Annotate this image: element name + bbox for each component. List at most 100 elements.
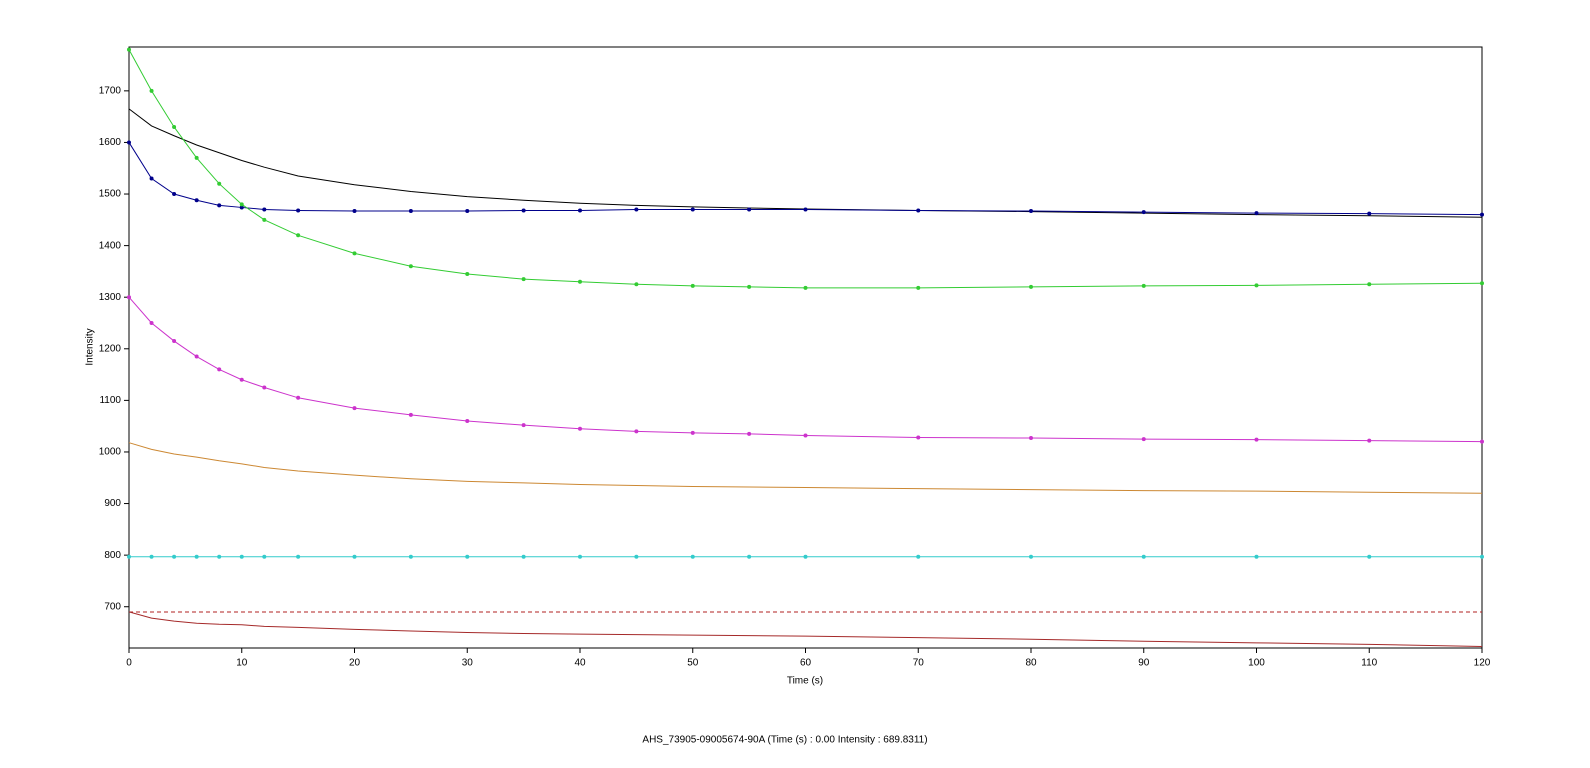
data-point: [194, 198, 199, 203]
data-point: [1254, 211, 1259, 216]
data-point: [217, 367, 222, 372]
data-point: [803, 554, 808, 559]
data-point: [1141, 554, 1146, 559]
data-point: [747, 554, 752, 559]
y-tick-label: 900: [104, 498, 121, 509]
data-point: [217, 181, 222, 186]
data-point: [262, 554, 267, 559]
data-point: [194, 354, 199, 359]
data-point: [149, 88, 154, 93]
data-point: [262, 207, 267, 212]
data-point: [149, 176, 154, 181]
data-point: [1367, 211, 1372, 216]
x-tick-label: 30: [462, 658, 474, 669]
x-tick-label: 80: [1025, 658, 1037, 669]
data-point: [634, 429, 639, 434]
x-tick-label: 70: [913, 658, 925, 669]
data-point: [521, 423, 526, 428]
data-point: [690, 283, 695, 288]
data-point: [1480, 554, 1484, 559]
data-point: [690, 430, 695, 435]
data-point: [1254, 283, 1259, 288]
series-line: [128, 142, 1483, 216]
data-point: [916, 435, 921, 440]
y-tick-label: 1500: [99, 189, 122, 200]
data-point: [1029, 554, 1033, 559]
data-point: [1367, 282, 1372, 287]
data-point: [194, 155, 199, 160]
y-tick-label: 1400: [99, 240, 122, 251]
data-point: [194, 554, 199, 559]
data-point: [262, 217, 267, 222]
data-point: [521, 277, 526, 282]
data-point: [916, 554, 921, 559]
data-point: [634, 554, 639, 559]
data-point: [1141, 210, 1146, 215]
data-point: [634, 282, 639, 287]
data-point: [803, 285, 808, 290]
data-point: [217, 203, 222, 208]
data-point: [408, 264, 413, 269]
data-point: [465, 554, 470, 559]
data-point: [296, 208, 301, 213]
data-point: [1480, 281, 1484, 286]
y-tick-label: 1200: [99, 343, 122, 354]
y-axis-label: Intensity: [85, 328, 96, 365]
status-text: AHS_73905-09005674-90A (Time (s) : 0.00 …: [642, 735, 927, 746]
data-point: [352, 209, 357, 214]
data-point: [1367, 554, 1372, 559]
y-tick-label: 1700: [99, 85, 122, 96]
data-point: [1141, 283, 1146, 288]
data-point: [239, 202, 244, 207]
data-point: [239, 554, 244, 559]
data-point: [262, 385, 267, 390]
y-tick-label: 700: [104, 601, 121, 612]
data-point: [408, 554, 413, 559]
x-tick-label: 100: [1248, 658, 1265, 669]
data-point: [352, 251, 357, 256]
data-point: [578, 426, 582, 431]
data-point: [1029, 209, 1033, 214]
data-point: [803, 433, 808, 438]
data-point: [578, 208, 582, 213]
x-tick-label: 120: [1474, 658, 1491, 669]
data-point: [916, 285, 921, 290]
data-point: [521, 208, 526, 213]
data-point: [296, 395, 301, 400]
data-point: [352, 554, 357, 559]
data-point: [803, 207, 808, 212]
data-point: [747, 284, 752, 289]
series-line: [128, 49, 1483, 289]
x-tick-label: 20: [349, 658, 361, 669]
data-point: [149, 320, 154, 325]
data-point: [172, 339, 177, 344]
data-point: [296, 554, 301, 559]
data-point: [1254, 437, 1259, 442]
x-tick-label: 90: [1138, 658, 1150, 669]
data-point: [127, 554, 131, 559]
series-line: [128, 296, 1483, 443]
data-point: [916, 208, 921, 213]
x-tick-label: 0: [126, 658, 132, 669]
x-tick-label: 40: [574, 658, 586, 669]
x-tick-label: 50: [687, 658, 699, 669]
data-point: [1029, 436, 1033, 441]
data-point: [127, 47, 131, 52]
data-point: [408, 412, 413, 417]
y-tick-label: 1600: [99, 137, 122, 148]
data-point: [127, 140, 131, 145]
series-line: [128, 611, 1483, 647]
series-line: [128, 442, 1483, 494]
data-point: [1029, 284, 1033, 289]
x-tick-label: 60: [800, 658, 812, 669]
data-point: [465, 209, 470, 214]
data-point: [465, 271, 470, 276]
data-point: [465, 419, 470, 424]
data-point: [578, 279, 582, 284]
data-point: [172, 554, 177, 559]
data-point: [1254, 554, 1259, 559]
x-axis-label: Time (s): [787, 676, 823, 687]
data-point: [1141, 437, 1146, 442]
data-point: [239, 205, 244, 210]
